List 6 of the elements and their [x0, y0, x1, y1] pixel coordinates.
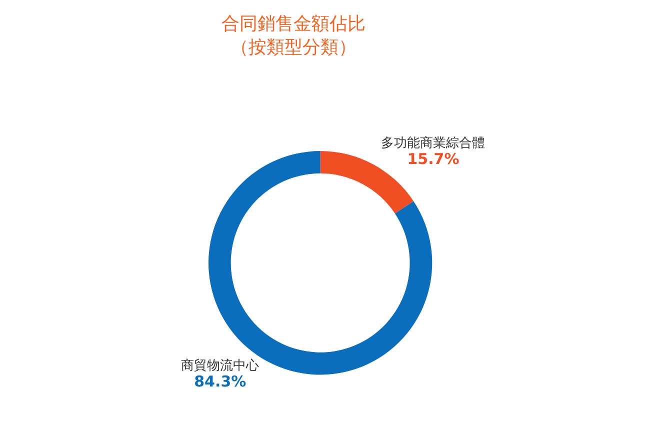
chart-subtitle: （按類型分類）	[230, 37, 356, 58]
data-label: 15.7%	[407, 150, 460, 168]
slice-label: 多功能商業綜合體	[381, 136, 486, 152]
data-label: 84.3%	[194, 372, 246, 391]
chart-title: 合同銷售金額佔比	[221, 14, 366, 35]
slice-label: 商貿物流中心	[181, 358, 260, 374]
